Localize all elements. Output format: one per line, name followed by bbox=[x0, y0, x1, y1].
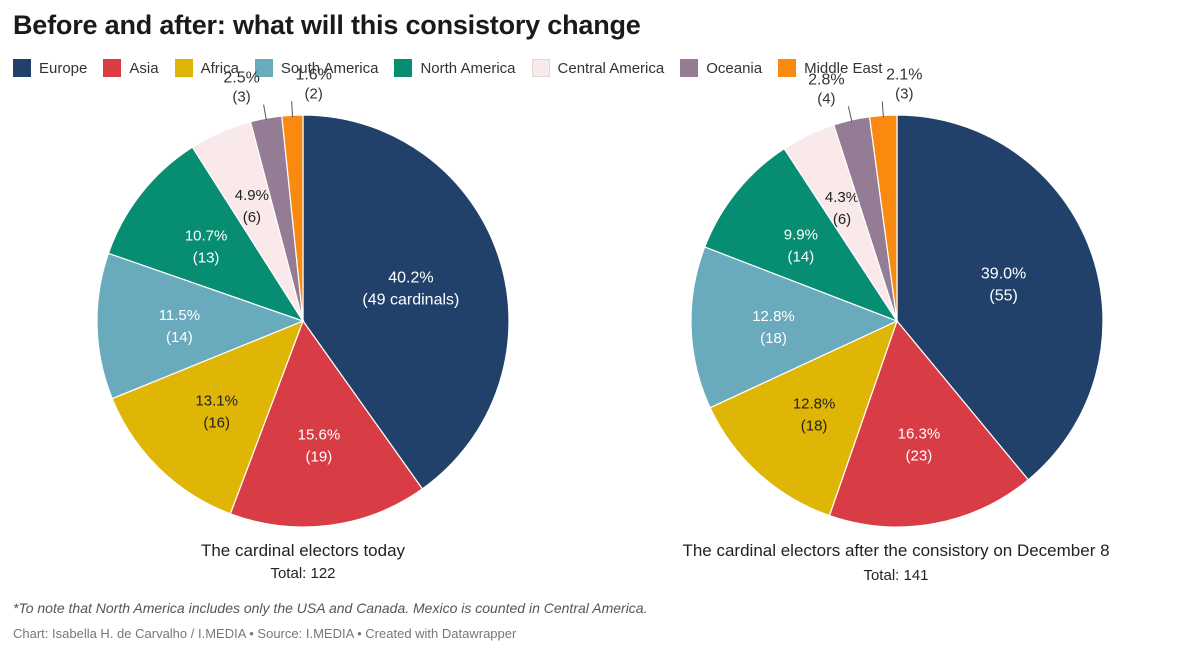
legend-item-central-america: Central America bbox=[531, 59, 665, 77]
slice-pct-europe: 39.0% bbox=[981, 266, 1026, 283]
pie-slice-north-america bbox=[107, 146, 305, 323]
leader-line-middle-east bbox=[881, 101, 884, 118]
legend-label-europe: Europe bbox=[39, 59, 88, 77]
legend-item-europe: Europe bbox=[13, 59, 87, 77]
legend-item-north-america: North America bbox=[394, 59, 516, 77]
slice-pct-middle-east: 2.1% bbox=[886, 67, 922, 84]
legend-label-oceania: Oceania bbox=[706, 59, 763, 77]
legend-item-asia: Asia bbox=[103, 59, 159, 77]
slice-label-south-america: 12.8% (18) bbox=[752, 308, 795, 347]
chart-title: Before and after: what will this consist… bbox=[13, 10, 641, 40]
slice-label-middle-east: 2.1% (3) bbox=[886, 67, 922, 103]
legend-swatch-south-america bbox=[254, 59, 273, 77]
slice-pct-middle-east: 1.6% bbox=[295, 66, 331, 83]
slice-pct-central-america: 4.9% bbox=[235, 187, 269, 204]
slice-count-north-america: (14) bbox=[788, 248, 815, 265]
slice-pct-asia: 16.3% bbox=[898, 426, 941, 443]
leader-line-oceania bbox=[847, 106, 853, 123]
pie-chart-today: 40.2% (49 cardinals) 15.6% (19) 13.1% (16) 11.… bbox=[96, 66, 510, 528]
caption-today: The cardinal electors today bbox=[200, 541, 406, 560]
legend-label-south-america: South America bbox=[280, 59, 379, 77]
caption-after: The cardinal electors after the consisto… bbox=[682, 541, 1110, 560]
slice-label-asia: 15.6% (19) bbox=[298, 427, 341, 466]
slice-label-oceania: 2.8% (4) bbox=[808, 71, 844, 107]
slice-count-middle-east: (3) bbox=[895, 86, 913, 103]
legend-swatch-europe bbox=[13, 59, 31, 77]
slice-pct-south-america: 11.5% bbox=[159, 307, 200, 324]
slice-count-africa: (16) bbox=[203, 415, 230, 432]
pie-slice-africa bbox=[111, 319, 305, 515]
slice-count-asia: (23) bbox=[906, 448, 933, 465]
pie-slice-north-america bbox=[703, 147, 899, 323]
total-after: Total: 141 bbox=[863, 567, 929, 584]
slice-count-central-america: (6) bbox=[243, 209, 261, 226]
pie-slice-south-america bbox=[96, 252, 305, 400]
legend-item-middle-east: Middle East bbox=[778, 59, 882, 77]
total-today: Total: 122 bbox=[270, 565, 336, 582]
legend-label-africa: Africa bbox=[200, 59, 239, 77]
slice-pct-africa: 12.8% bbox=[793, 396, 836, 413]
slice-count-south-america: (14) bbox=[166, 329, 193, 346]
legend-swatch-central-america bbox=[531, 59, 550, 77]
pie-slice-south-america bbox=[690, 246, 899, 409]
slice-label-central-america: 4.3% (6) bbox=[825, 189, 859, 228]
slice-label-asia: 16.3% (23) bbox=[898, 426, 941, 465]
credit-line: Chart: Isabella H. de Carvalho / I.MEDIA… bbox=[13, 626, 517, 641]
legend-swatch-asia bbox=[103, 59, 122, 77]
slice-count-north-america: (13) bbox=[193, 249, 220, 266]
slice-label-africa: 13.1% (16) bbox=[195, 393, 238, 432]
leader-line-oceania bbox=[263, 104, 267, 121]
pie-slice-europe bbox=[302, 114, 510, 490]
legend-swatch-north-america bbox=[394, 59, 413, 77]
pie-chart-after: 39.0% (55) 16.3% (23) 12.8% (18) 12.8% (18) 9.9%… bbox=[690, 67, 1104, 528]
slice-label-europe: 39.0% (55) bbox=[981, 266, 1026, 305]
slice-pct-europe: 40.2% bbox=[388, 270, 433, 287]
slice-pct-asia: 15.6% bbox=[298, 427, 341, 444]
slice-label-europe: 40.2% (49 cardinals) bbox=[362, 270, 459, 309]
legend-label-asia: Asia bbox=[129, 59, 159, 77]
leader-line-middle-east bbox=[291, 101, 293, 118]
legend-label-north-america: North America bbox=[420, 59, 516, 77]
footnote: *To note that North America includes onl… bbox=[13, 600, 648, 616]
slice-label-central-america: 4.9% (6) bbox=[235, 187, 269, 226]
legend-item-south-america: South America bbox=[254, 59, 379, 77]
slice-label-north-america: 10.7% (13) bbox=[185, 227, 228, 266]
slice-count-oceania: (4) bbox=[817, 90, 835, 107]
legend-swatch-africa bbox=[174, 59, 193, 77]
slice-count-oceania: (3) bbox=[232, 89, 250, 106]
legend-label-middle-east: Middle East bbox=[804, 59, 883, 77]
slice-count-middle-east: (2) bbox=[305, 85, 323, 102]
slice-label-africa: 12.8% (18) bbox=[793, 396, 836, 435]
slice-count-south-america: (18) bbox=[760, 330, 787, 347]
legend-swatch-middle-east bbox=[778, 59, 797, 77]
slice-label-south-america: 11.5% (14) bbox=[159, 307, 200, 346]
slice-label-oceania: 2.5% (3) bbox=[223, 70, 259, 106]
slice-count-europe: (55) bbox=[989, 288, 1017, 305]
slice-pct-oceania: 2.5% bbox=[223, 70, 259, 87]
slice-pct-oceania: 2.8% bbox=[808, 71, 844, 88]
slice-count-central-america: (6) bbox=[833, 211, 851, 228]
legend-item-oceania: Oceania bbox=[680, 59, 762, 77]
legend-swatch-oceania bbox=[680, 59, 699, 77]
pie-slice-asia bbox=[229, 319, 424, 528]
pie-slice-africa bbox=[709, 319, 899, 517]
slice-label-middle-east: 1.6% (2) bbox=[295, 66, 331, 102]
slice-count-europe: (49 cardinals) bbox=[362, 292, 459, 309]
slice-label-north-america: 9.9% (14) bbox=[784, 226, 818, 265]
slice-pct-north-america: 9.9% bbox=[784, 226, 818, 243]
slice-count-africa: (18) bbox=[801, 418, 828, 435]
legend-item-africa: Africa bbox=[174, 59, 239, 77]
slice-pct-south-america: 12.8% bbox=[752, 308, 795, 325]
pie-slice-europe bbox=[896, 114, 1104, 481]
slice-count-asia: (19) bbox=[306, 449, 333, 466]
legend: Europe Asia Africa South America North A… bbox=[13, 58, 898, 78]
legend-label-central-america: Central America bbox=[557, 59, 665, 77]
slice-pct-north-america: 10.7% bbox=[185, 227, 228, 244]
slice-pct-africa: 13.1% bbox=[195, 393, 238, 410]
slice-pct-central-america: 4.3% bbox=[825, 189, 859, 206]
